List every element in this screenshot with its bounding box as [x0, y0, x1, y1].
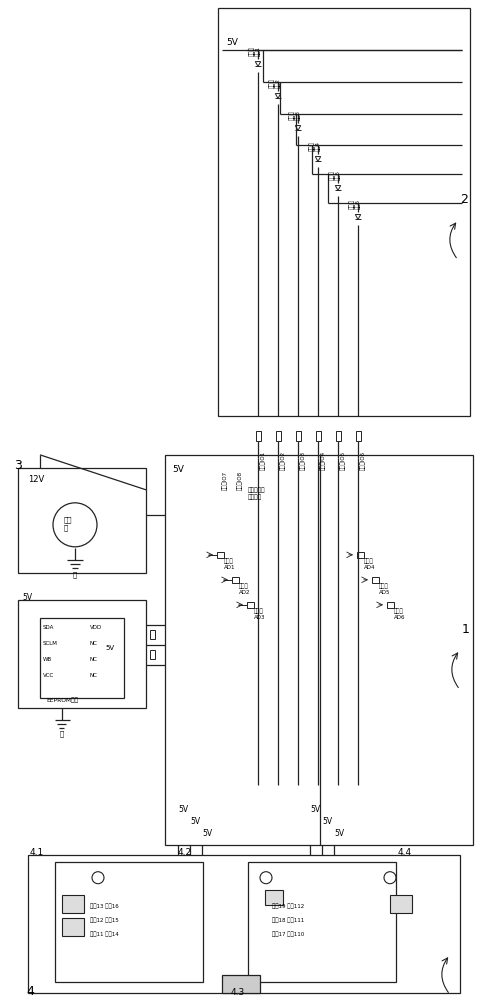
Text: 4.3: 4.3	[231, 988, 245, 997]
Bar	[356, 431, 361, 441]
Bar	[390, 895, 412, 913]
Bar	[150, 650, 154, 659]
Text: 发光二
极艹6: 发光二 极艹6	[349, 199, 361, 209]
Bar	[256, 431, 260, 441]
Bar	[335, 431, 341, 441]
Text: 发光二
极艹3: 发光二 极艹3	[289, 110, 301, 120]
Text: 地: 地	[60, 730, 64, 737]
Bar	[265, 890, 283, 905]
Bar	[372, 577, 378, 583]
Bar	[218, 8, 470, 416]
Text: SDA: SDA	[43, 625, 54, 630]
Bar	[165, 455, 473, 845]
Text: 顶针13 顶针16: 顶针13 顶针16	[90, 904, 119, 909]
Text: 单片机IO5: 单片机IO5	[340, 451, 346, 470]
Text: 顶针11 顶针14: 顶针11 顶针14	[90, 932, 119, 937]
Bar	[216, 552, 224, 558]
Bar	[387, 602, 393, 608]
Text: 单片机
AD3: 单片机 AD3	[254, 609, 266, 620]
Text: 单片机
AD2: 单片机 AD2	[239, 584, 251, 595]
Text: 5V: 5V	[190, 817, 200, 826]
Text: 单片机IO7: 单片机IO7	[222, 471, 227, 490]
Bar	[248, 862, 396, 982]
Bar	[231, 577, 239, 583]
Text: SCLM: SCLM	[43, 641, 58, 646]
Text: VDD: VDD	[90, 625, 102, 630]
Text: 4.2: 4.2	[178, 848, 192, 857]
Text: 单片机IO6: 单片机IO6	[360, 451, 365, 470]
Bar	[18, 600, 146, 708]
Text: 顶针18 顶针111: 顶针18 顶针111	[272, 918, 304, 923]
Text: 5V: 5V	[334, 829, 344, 838]
Text: 顶针19 顶针112: 顶针19 顶针112	[272, 904, 304, 909]
Bar	[275, 431, 281, 441]
Text: 12V: 12V	[28, 475, 44, 484]
Text: 顶针12 顶针15: 顶针12 顶针15	[90, 918, 119, 923]
Text: 3: 3	[14, 459, 22, 472]
Text: WB: WB	[43, 657, 52, 662]
Bar	[246, 602, 254, 608]
Text: 单片机IO4: 单片机IO4	[320, 451, 326, 470]
Bar	[28, 855, 460, 993]
Bar	[62, 918, 84, 936]
Bar	[316, 431, 320, 441]
Text: 蜂鸣
器: 蜂鸣 器	[64, 517, 73, 531]
Text: 发光二
极艹4: 发光二 极艹4	[309, 141, 321, 151]
Text: 地: 地	[73, 571, 77, 578]
Text: 单片机
AD5: 单片机 AD5	[379, 584, 391, 595]
Text: 5V: 5V	[172, 465, 184, 474]
Text: 单片机IO2: 单片机IO2	[280, 451, 286, 470]
Text: 单片机蜂鸣
器驱动口: 单片机蜂鸣 器驱动口	[248, 488, 266, 500]
Text: 顶针17 顶针110: 顶针17 顶针110	[272, 932, 304, 937]
Bar	[357, 552, 363, 558]
Text: 单片机
AD4: 单片机 AD4	[364, 559, 376, 570]
Text: 5V: 5V	[310, 805, 320, 814]
Text: NC: NC	[90, 657, 98, 662]
Text: 2: 2	[460, 193, 468, 206]
Text: EEPROM芯片: EEPROM芯片	[46, 697, 78, 703]
Bar	[62, 895, 84, 913]
Text: VCC: VCC	[43, 673, 54, 678]
Text: 4: 4	[26, 985, 34, 998]
Text: 4.1: 4.1	[30, 848, 44, 857]
Bar	[55, 862, 203, 982]
Text: 发光二
极艹2: 发光二 极艹2	[269, 78, 281, 88]
Text: 5V: 5V	[105, 645, 114, 651]
Bar	[296, 431, 301, 441]
Bar	[222, 975, 260, 993]
Bar	[18, 468, 146, 573]
Bar	[40, 618, 124, 698]
Text: 5V: 5V	[22, 593, 32, 602]
Text: 5V: 5V	[178, 805, 188, 814]
Text: 单片机IO8: 单片机IO8	[237, 471, 242, 490]
Text: 单片机
AD1: 单片机 AD1	[224, 559, 236, 570]
Text: 发光二
极艹1: 发光二 极艹1	[249, 46, 261, 56]
Text: 单片机IO3: 单片机IO3	[300, 451, 305, 470]
Text: 发光二
极艹5: 发光二 极艹5	[329, 170, 341, 180]
Bar	[150, 630, 154, 639]
Text: 4.4: 4.4	[398, 848, 412, 857]
Text: 5V: 5V	[226, 38, 238, 47]
Text: NC: NC	[90, 673, 98, 678]
Text: NC: NC	[90, 641, 98, 646]
Text: 5V: 5V	[322, 817, 332, 826]
Text: 单片机
AD6: 单片机 AD6	[394, 609, 406, 620]
Text: 5V: 5V	[202, 829, 212, 838]
Text: 单片机IO1: 单片机IO1	[260, 451, 266, 470]
Text: 1: 1	[462, 623, 470, 636]
